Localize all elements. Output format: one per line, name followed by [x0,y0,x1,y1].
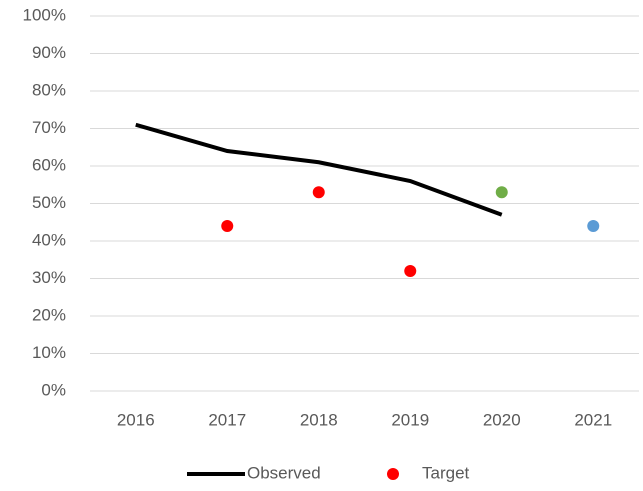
x-tick-label: 2017 [208,410,246,429]
y-tick-label: 0% [41,380,66,399]
y-tick-label: 20% [32,305,66,324]
point [404,265,417,277]
y-tick-label: 90% [32,43,66,62]
legend-label: Target [422,463,470,482]
x-tick-label: 2016 [117,410,155,429]
x-tick-label: 2021 [574,410,612,429]
y-tick-label: 80% [32,80,66,99]
line-series [135,122,503,217]
y-tick-label: 30% [32,268,66,287]
point [221,220,234,232]
x-tick-label: 2018 [300,410,338,429]
y-tick-label: 40% [32,230,66,249]
point [495,186,508,199]
legend-swatch [387,468,399,480]
y-tick-label: 70% [32,118,66,137]
y-tick-label: 10% [32,343,66,362]
y-tick-label: 50% [32,193,66,212]
y-tick-label: 100% [23,5,66,24]
point [587,220,600,232]
y-tick-label: 60% [32,155,66,174]
x-tick-label: 2019 [391,410,429,429]
point [312,186,325,199]
x-tick-label: 2020 [483,410,521,429]
legend-label: Observed [247,463,321,482]
